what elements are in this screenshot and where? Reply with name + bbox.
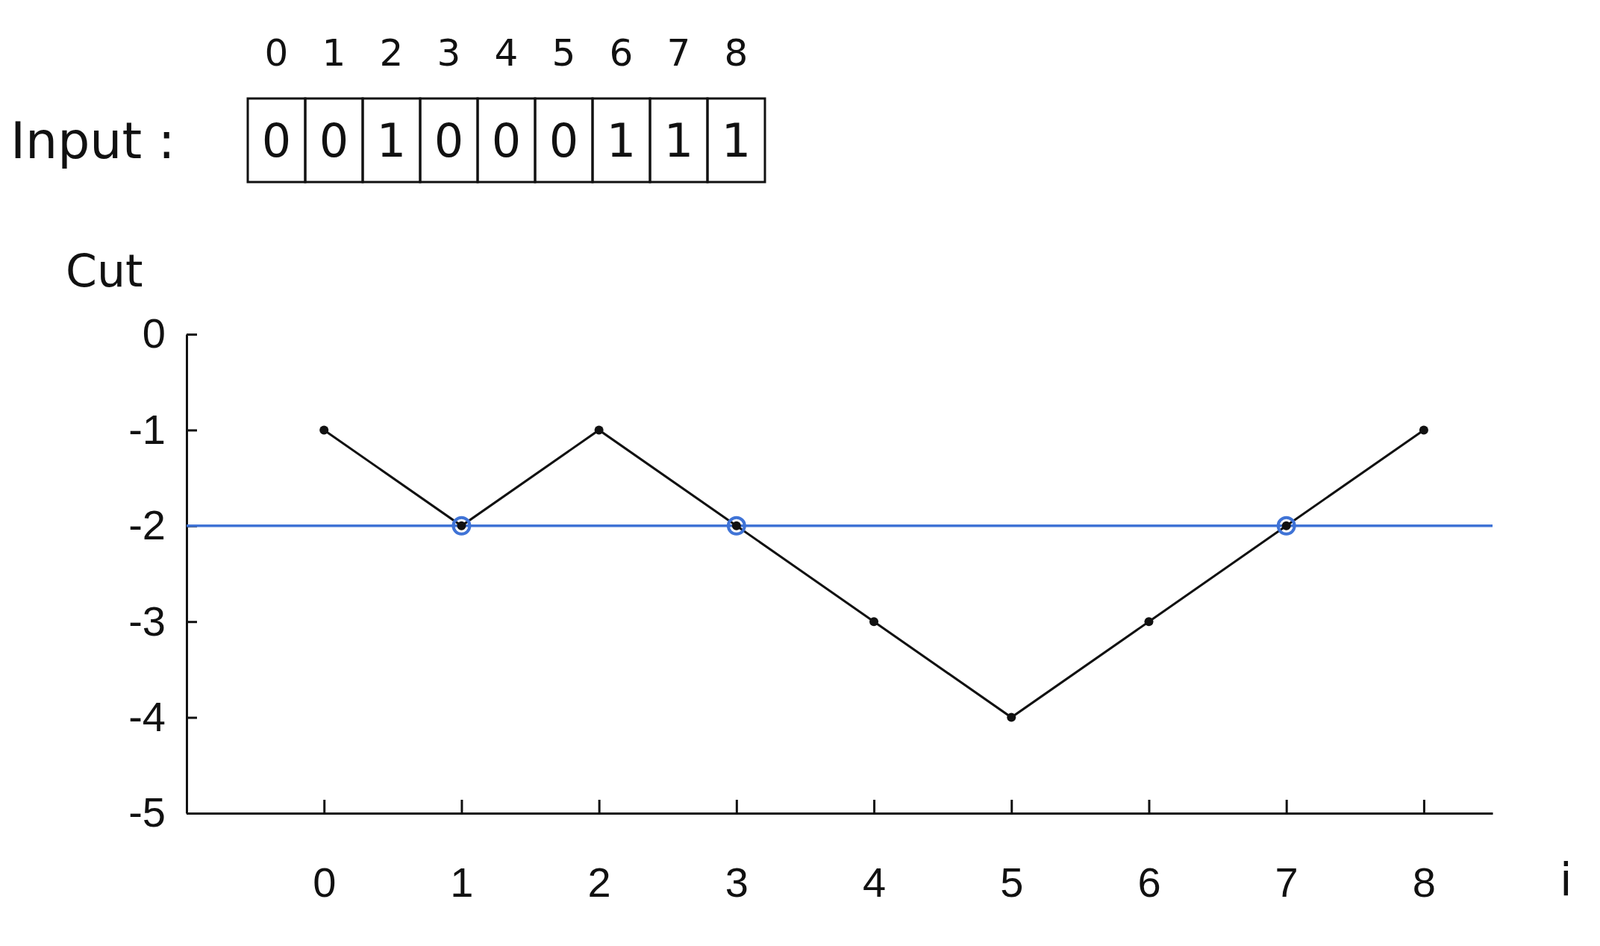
x-tick: 7 — [1275, 800, 1299, 906]
cut-point — [456, 521, 466, 531]
cut-point — [594, 425, 604, 435]
y-tick: 0 — [142, 309, 198, 357]
y-tick-mark — [186, 717, 198, 720]
x-tick: 8 — [1412, 800, 1436, 906]
input-value: 1 — [376, 113, 406, 168]
input-index: 8 — [724, 31, 749, 75]
y-tick-mark — [186, 620, 198, 624]
x-axis-title: i — [1559, 853, 1573, 906]
input-value: 0 — [319, 113, 349, 168]
y-tick-mark — [186, 812, 198, 815]
x-tick-label: 8 — [1412, 858, 1436, 906]
x-tick: 6 — [1137, 800, 1161, 906]
y-axis: 0 -1 -2 -3 -4 -5 — [128, 309, 198, 836]
input-cell — [707, 98, 765, 183]
input-index: 6 — [609, 31, 634, 75]
reference-line — [186, 524, 1493, 528]
x-tick-label: 3 — [725, 858, 749, 906]
x-tick-label: 4 — [862, 858, 886, 906]
y-axis-title: Cut — [65, 244, 143, 298]
input-value: 1 — [664, 113, 694, 168]
input-cell — [477, 98, 536, 183]
y-tick: -1 — [128, 405, 198, 453]
x-tick-label: 2 — [588, 858, 612, 906]
x-tick-mark — [1423, 800, 1426, 814]
x-tick-mark — [598, 800, 601, 814]
intersection-marker — [1278, 517, 1295, 535]
x-tick: 0 — [312, 800, 336, 906]
y-tick: -4 — [128, 693, 198, 741]
x-tick-mark — [1147, 800, 1150, 814]
x-tick-label: 6 — [1137, 858, 1161, 906]
y-tick-label: -1 — [128, 405, 166, 453]
input-array: 001000111012345678 — [247, 31, 765, 183]
x-tick: 1 — [450, 800, 474, 906]
x-tick-mark — [735, 800, 739, 814]
input-value: 1 — [721, 113, 751, 168]
input-cell — [420, 98, 478, 183]
cut-point — [1144, 617, 1153, 627]
intersection-marker — [728, 517, 745, 535]
cut-point — [1006, 713, 1016, 723]
input-cell — [247, 98, 306, 183]
x-tick-mark — [873, 800, 876, 814]
x-tick: 3 — [725, 800, 749, 906]
y-tick: -5 — [128, 788, 198, 836]
y-tick-label: -4 — [128, 693, 166, 741]
plot-marks — [186, 425, 1493, 722]
cut-point — [869, 617, 879, 627]
input-index: 7 — [667, 31, 692, 75]
y-tick-label: -5 — [128, 788, 166, 836]
intersection-marker — [452, 517, 470, 535]
input-cell — [650, 98, 708, 183]
x-tick-mark — [1010, 800, 1013, 814]
x-tick: 4 — [862, 800, 886, 906]
y-axis-line — [185, 335, 189, 815]
x-tick-label: 7 — [1275, 858, 1299, 906]
x-tick-mark — [460, 800, 463, 814]
x-tick: 5 — [1000, 800, 1024, 906]
x-axis: 0 1 2 3 4 5 6 7 8 — [187, 800, 1494, 906]
input-index: 0 — [264, 31, 289, 75]
x-tick-label: 1 — [450, 858, 474, 906]
canvas: Input :0010001110123456780123456780-1-2-… — [0, 0, 1600, 946]
input-cell — [592, 98, 650, 183]
input-value: 0 — [549, 113, 579, 168]
x-tick-mark — [323, 800, 326, 814]
y-tick-mark — [186, 333, 198, 336]
cut-point — [732, 521, 742, 531]
y-tick-label: -3 — [128, 597, 166, 645]
cut-point — [1419, 425, 1429, 435]
input-value: 0 — [434, 113, 464, 168]
input-cell — [305, 98, 363, 183]
x-tick-mark — [1285, 800, 1289, 814]
input-index: 1 — [322, 31, 347, 75]
y-tick-label: -2 — [128, 501, 166, 549]
input-value: 1 — [606, 113, 636, 168]
input-value: 0 — [491, 113, 521, 168]
input-cell — [362, 98, 421, 183]
input-cell — [535, 98, 593, 183]
cut-point — [1282, 521, 1292, 531]
input-index: 4 — [494, 31, 519, 75]
x-tick-label: 5 — [1000, 858, 1024, 906]
input-index: 5 — [552, 31, 577, 75]
y-tick: -3 — [128, 597, 198, 645]
input-index: 3 — [437, 31, 462, 75]
cut-point — [319, 425, 329, 435]
x-tick: 2 — [588, 800, 612, 906]
x-axis-line — [187, 812, 1494, 815]
y-tick-mark — [186, 429, 198, 432]
x-tick-label: 0 — [312, 858, 336, 906]
cut-line — [323, 429, 1424, 718]
input-value: 0 — [261, 113, 292, 168]
input-index: 2 — [379, 31, 404, 75]
input-label: Input : — [10, 111, 176, 171]
y-tick-label: 0 — [142, 309, 166, 357]
